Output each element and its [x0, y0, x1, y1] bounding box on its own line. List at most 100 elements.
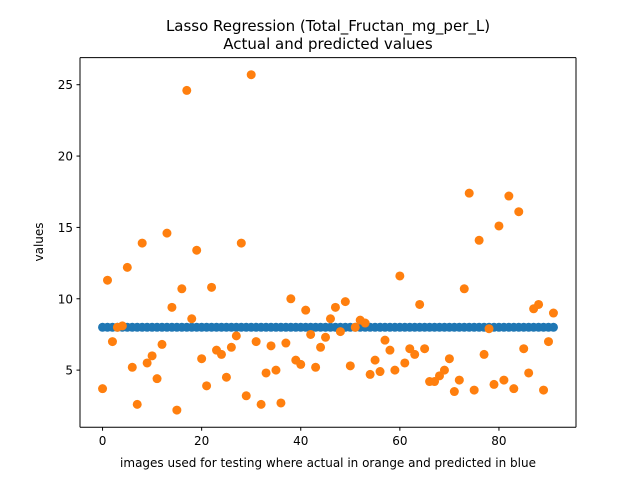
actual-point-14 — [167, 302, 177, 312]
actual-point-83 — [509, 384, 519, 394]
actual-point-12 — [157, 339, 167, 349]
actual-point-45 — [321, 332, 331, 342]
actual-point-85 — [519, 344, 529, 354]
actual-point-82 — [504, 191, 514, 201]
y-tick-label-1: 10 — [58, 292, 73, 306]
actual-point-81 — [499, 375, 509, 385]
actual-point-34 — [266, 341, 276, 351]
actual-point-5 — [122, 262, 132, 272]
predicted-point-91 — [548, 322, 558, 332]
actual-point-8 — [137, 238, 147, 248]
x-tick-label-0: 0 — [99, 434, 107, 448]
actual-point-88 — [534, 299, 544, 309]
actual-point-31 — [251, 337, 261, 347]
actual-point-13 — [162, 228, 172, 238]
actual-point-20 — [197, 354, 207, 364]
actual-point-21 — [202, 381, 212, 391]
actual-point-38 — [286, 294, 296, 304]
actual-point-2 — [107, 337, 117, 347]
actual-point-9 — [142, 358, 152, 368]
actual-point-46 — [325, 314, 335, 324]
x-tick-label-2: 40 — [293, 434, 308, 448]
actual-point-69 — [439, 365, 449, 375]
y-tick-label-0: 5 — [65, 364, 73, 378]
data-points — [98, 70, 558, 415]
actual-point-7 — [132, 399, 142, 409]
actual-point-55 — [370, 355, 380, 365]
actual-point-86 — [524, 368, 534, 378]
chart-title: Lasso Regression (Total_Fructan_mg_per_L… — [166, 17, 490, 36]
actual-point-6 — [127, 362, 137, 372]
actual-point-11 — [152, 374, 162, 384]
actual-point-90 — [544, 337, 553, 347]
actual-point-65 — [420, 344, 430, 354]
actual-point-48 — [335, 327, 345, 337]
plot-area — [80, 57, 576, 428]
x-tick-label-3: 60 — [392, 434, 407, 448]
actual-point-71 — [449, 387, 459, 397]
actual-point-28 — [236, 238, 246, 248]
actual-point-77 — [479, 349, 489, 359]
actual-point-26 — [226, 342, 236, 352]
actual-point-35 — [271, 365, 281, 375]
actual-point-19 — [192, 245, 202, 255]
actual-point-32 — [256, 399, 266, 409]
actual-point-54 — [365, 369, 375, 379]
actual-point-22 — [207, 282, 217, 292]
actual-point-18 — [187, 314, 197, 324]
actual-point-61 — [400, 358, 410, 368]
actual-point-91 — [548, 308, 558, 318]
actual-point-74 — [464, 188, 474, 198]
actual-point-75 — [469, 385, 479, 395]
actual-point-36 — [276, 398, 286, 408]
actual-point-0 — [98, 384, 108, 394]
y-axis-label: values — [32, 222, 46, 261]
actual-point-30 — [246, 70, 256, 80]
actual-point-84 — [514, 207, 524, 217]
actual-point-24 — [216, 349, 226, 359]
actual-point-73 — [459, 284, 469, 294]
actual-point-10 — [147, 351, 157, 361]
actual-point-25 — [221, 372, 231, 382]
actual-point-43 — [311, 362, 321, 372]
actual-point-57 — [380, 335, 390, 345]
actual-point-50 — [345, 361, 355, 371]
actual-point-15 — [172, 405, 182, 415]
y-tick-label-3: 20 — [58, 150, 73, 164]
actual-point-63 — [410, 349, 420, 359]
actual-point-60 — [395, 271, 405, 281]
actual-point-79 — [489, 379, 499, 389]
y-axis-ticks: 5 10 15 20 25 — [58, 78, 80, 378]
actual-point-27 — [231, 331, 241, 341]
actual-point-16 — [177, 284, 187, 294]
actual-point-4 — [117, 321, 127, 331]
x-axis-ticks: 0 20 40 60 80 — [99, 427, 507, 448]
actual-point-37 — [281, 338, 291, 348]
actual-point-56 — [375, 367, 385, 377]
chart-subtitle: Actual and predicted values — [223, 35, 433, 53]
actual-point-42 — [306, 329, 316, 339]
actual-point-49 — [340, 297, 350, 307]
actual-point-89 — [539, 385, 549, 395]
actual-point-1 — [103, 275, 112, 285]
actual-point-41 — [301, 305, 311, 315]
actual-point-33 — [261, 368, 271, 378]
actual-point-58 — [385, 345, 395, 355]
x-axis-label: images used for testing where actual in … — [120, 456, 536, 470]
actual-point-47 — [330, 302, 340, 312]
actual-point-64 — [415, 299, 425, 309]
actual-point-17 — [182, 85, 192, 95]
actual-point-78 — [484, 324, 494, 334]
actual-point-53 — [360, 318, 370, 328]
actual-point-76 — [474, 235, 484, 245]
actual-point-29 — [241, 391, 251, 401]
actual-point-70 — [444, 354, 454, 364]
actual-point-44 — [316, 342, 326, 352]
actual-point-80 — [494, 221, 504, 231]
actual-point-72 — [454, 375, 464, 385]
x-tick-label-4: 80 — [491, 434, 506, 448]
actual-point-40 — [296, 359, 306, 369]
y-tick-label-2: 15 — [58, 221, 73, 235]
y-tick-label-4: 25 — [58, 78, 73, 92]
